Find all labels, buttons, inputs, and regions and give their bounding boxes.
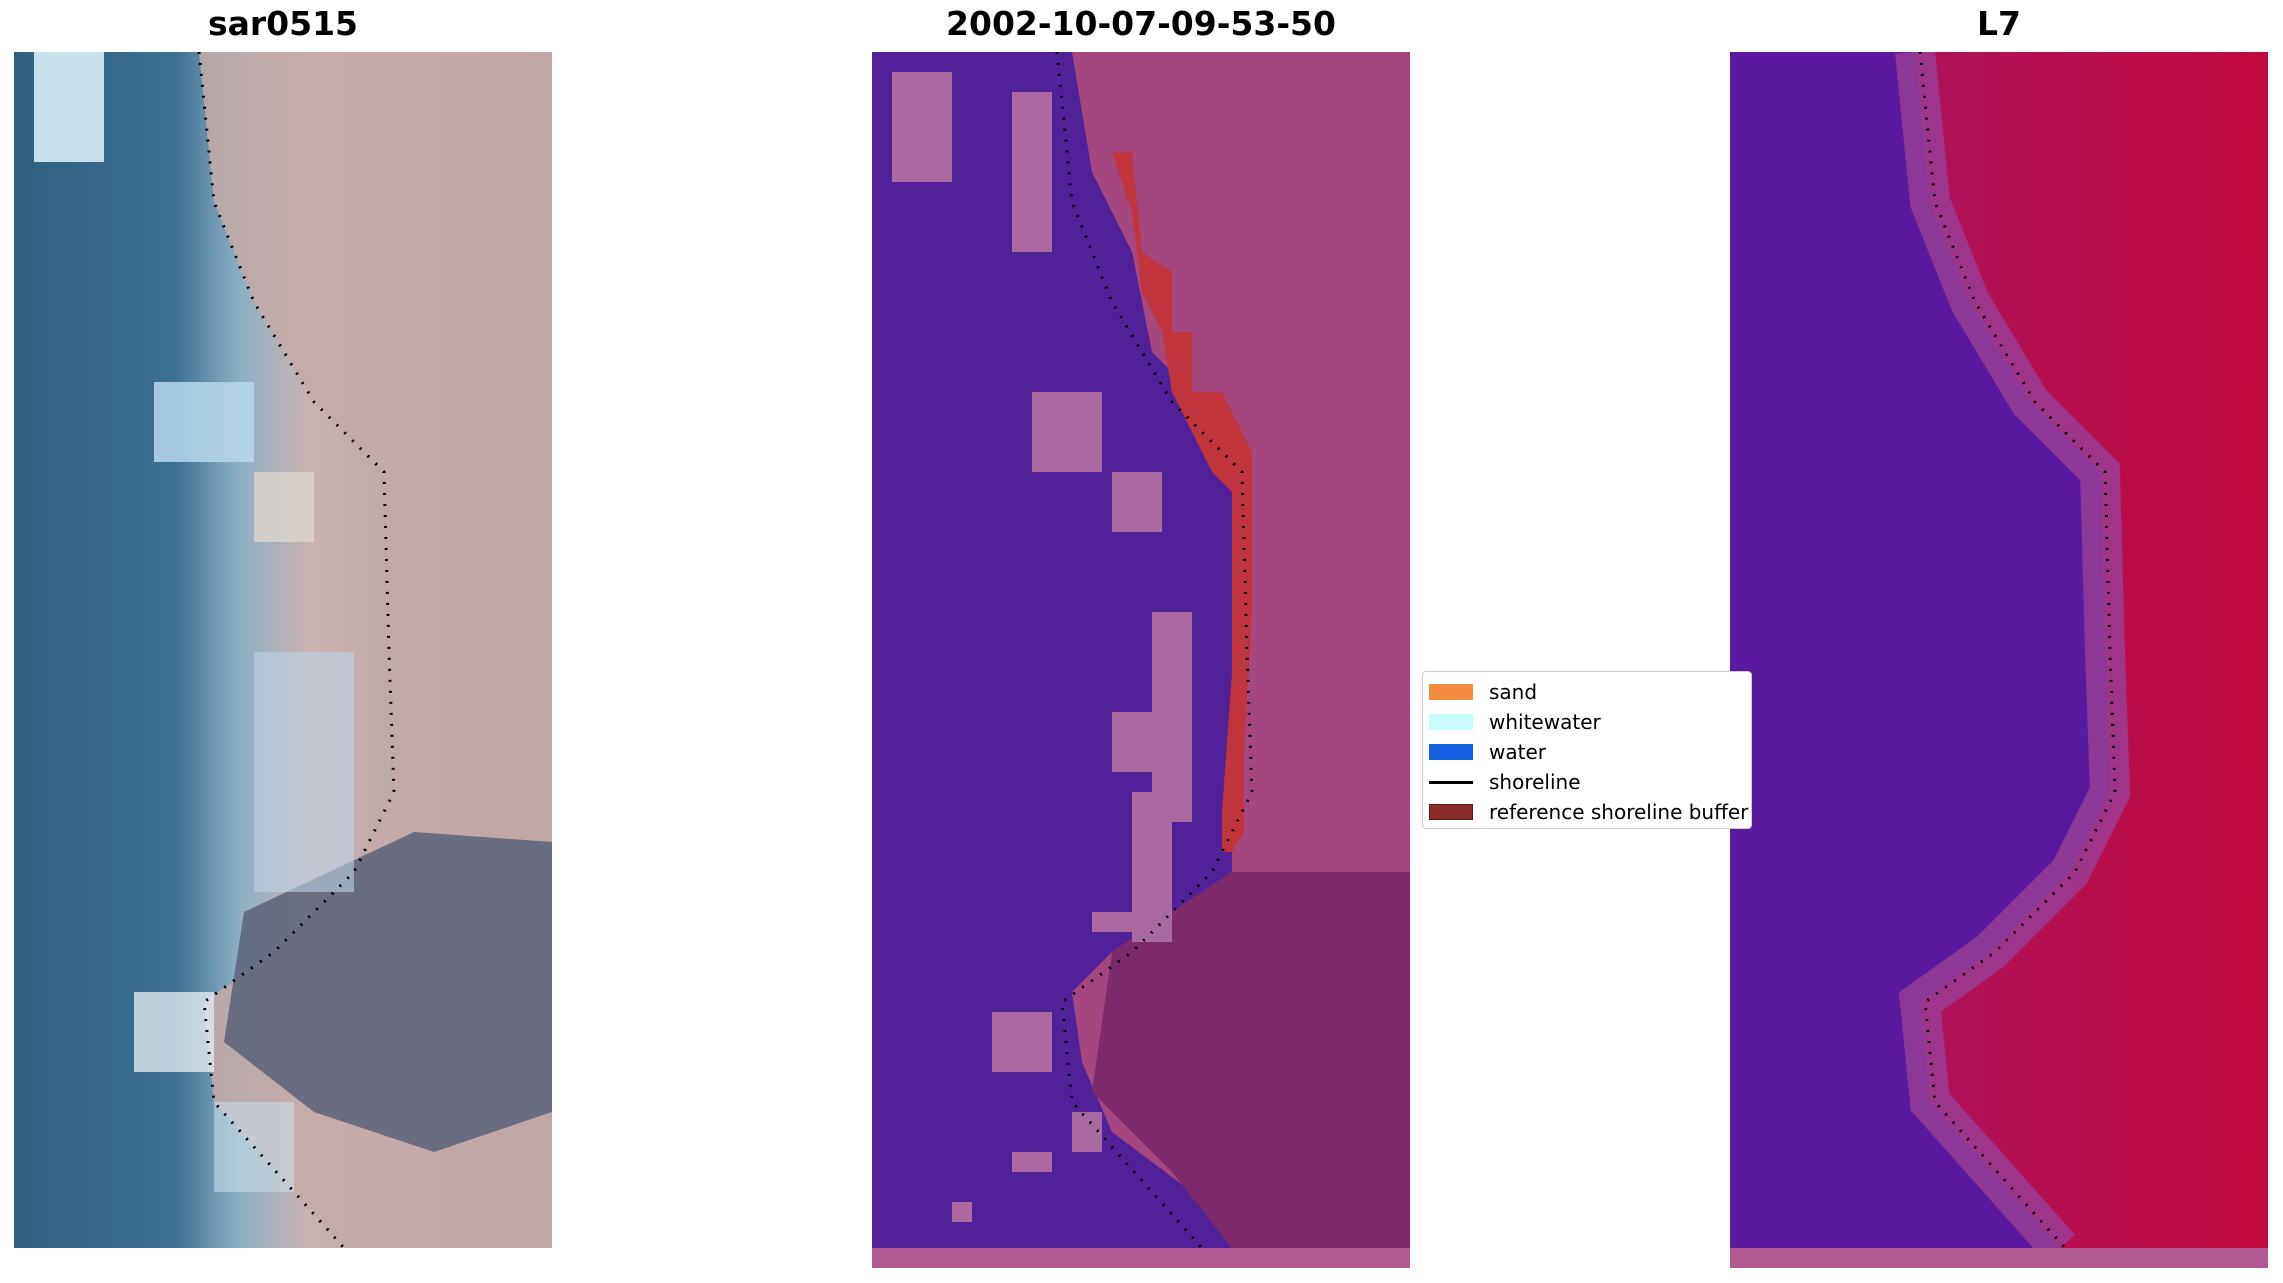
water-swatch: [1429, 744, 1473, 760]
legend-label-reference-buffer: reference shoreline buffer: [1489, 800, 1749, 824]
l7-index-image: [1730, 52, 2268, 1268]
legend-item-water: water: [1429, 737, 1546, 767]
legend-label-whitewater: whitewater: [1489, 710, 1601, 734]
sand-swatch: [1429, 684, 1473, 700]
legend-item-shoreline: shoreline: [1429, 767, 1581, 797]
legend-item-reference-buffer: reference shoreline buffer: [1429, 797, 1748, 827]
legend: sand whitewater water shoreline referenc…: [1422, 671, 1752, 829]
classification-image: [872, 52, 1410, 1268]
panel-title-l7: L7: [1977, 4, 2021, 43]
legend-label-shoreline: shoreline: [1489, 770, 1581, 794]
legend-item-sand: sand: [1429, 677, 1537, 707]
legend-label-sand: sand: [1489, 680, 1538, 704]
shoreline-line-swatch: [1429, 780, 1473, 784]
legend-item-whitewater: whitewater: [1429, 707, 1601, 737]
reference-buffer-swatch: [1429, 804, 1473, 820]
rgb-satellite-image: [14, 52, 552, 1248]
panel-title-rgb: sar0515: [207, 4, 359, 43]
panel-title-classification: 2002-10-07-09-53-50: [946, 4, 1336, 43]
whitewater-swatch: [1429, 714, 1473, 730]
legend-label-water: water: [1489, 740, 1546, 764]
